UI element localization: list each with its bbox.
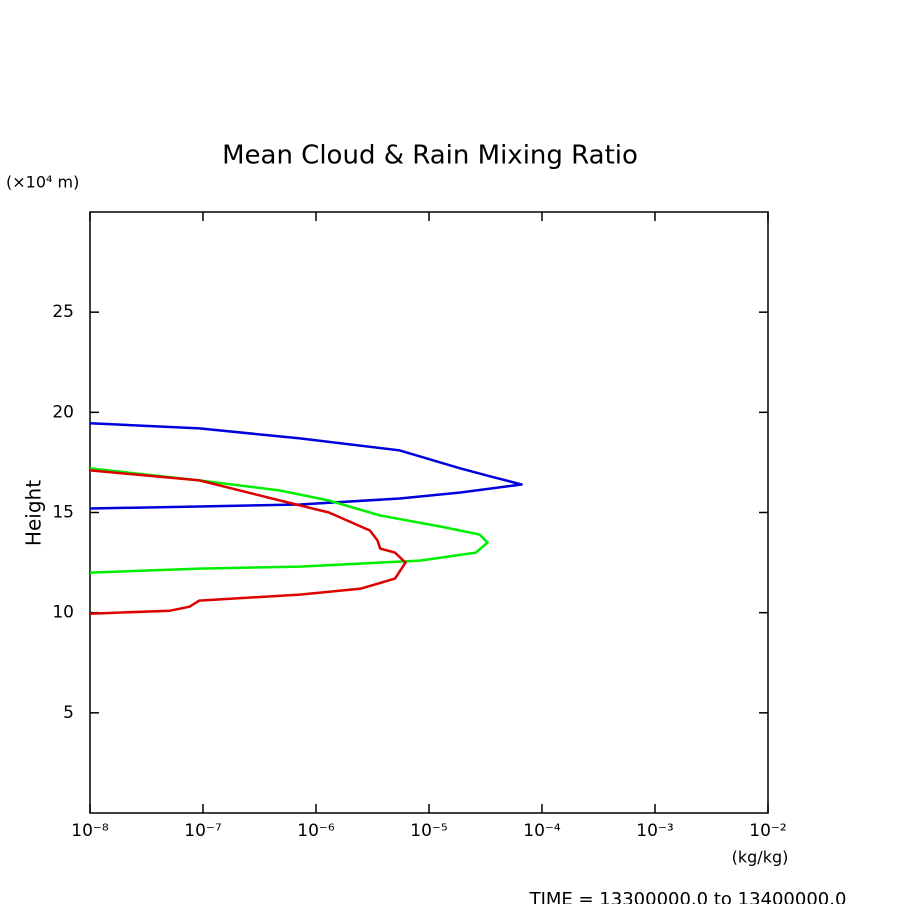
y-tick-label: 5: [63, 703, 74, 723]
y-tick-label: 20: [52, 402, 74, 422]
profile-line: [89, 467, 489, 574]
x-axis-label: (kg/kg): [732, 848, 789, 867]
x-tick-label: 10⁻⁷: [184, 821, 222, 841]
x-tick-label: 10⁻³: [636, 821, 673, 841]
y-tick-label: 15: [52, 503, 74, 523]
profile-line: [89, 469, 407, 615]
x-tick-label: 10⁻⁵: [410, 821, 447, 841]
plot-frame: [89, 211, 769, 814]
y-axis-label: Height: [22, 480, 46, 546]
profile-line: [89, 421, 523, 510]
y-unit: (×10⁴ m): [6, 173, 79, 192]
x-tick-label: 10⁻⁴: [523, 821, 561, 841]
x-tick-label: 10⁻⁶: [297, 821, 335, 841]
chart-title: Mean Cloud & Rain Mixing Ratio: [222, 141, 638, 171]
x-tick-label: 10⁻²: [749, 821, 786, 841]
y-tick-label: 25: [52, 302, 74, 322]
y-tick-label: 10: [52, 603, 74, 623]
x-tick-label: 10⁻⁸: [71, 821, 109, 841]
footer: TIME = 13300000.0 to 13400000.0: [529, 889, 847, 904]
